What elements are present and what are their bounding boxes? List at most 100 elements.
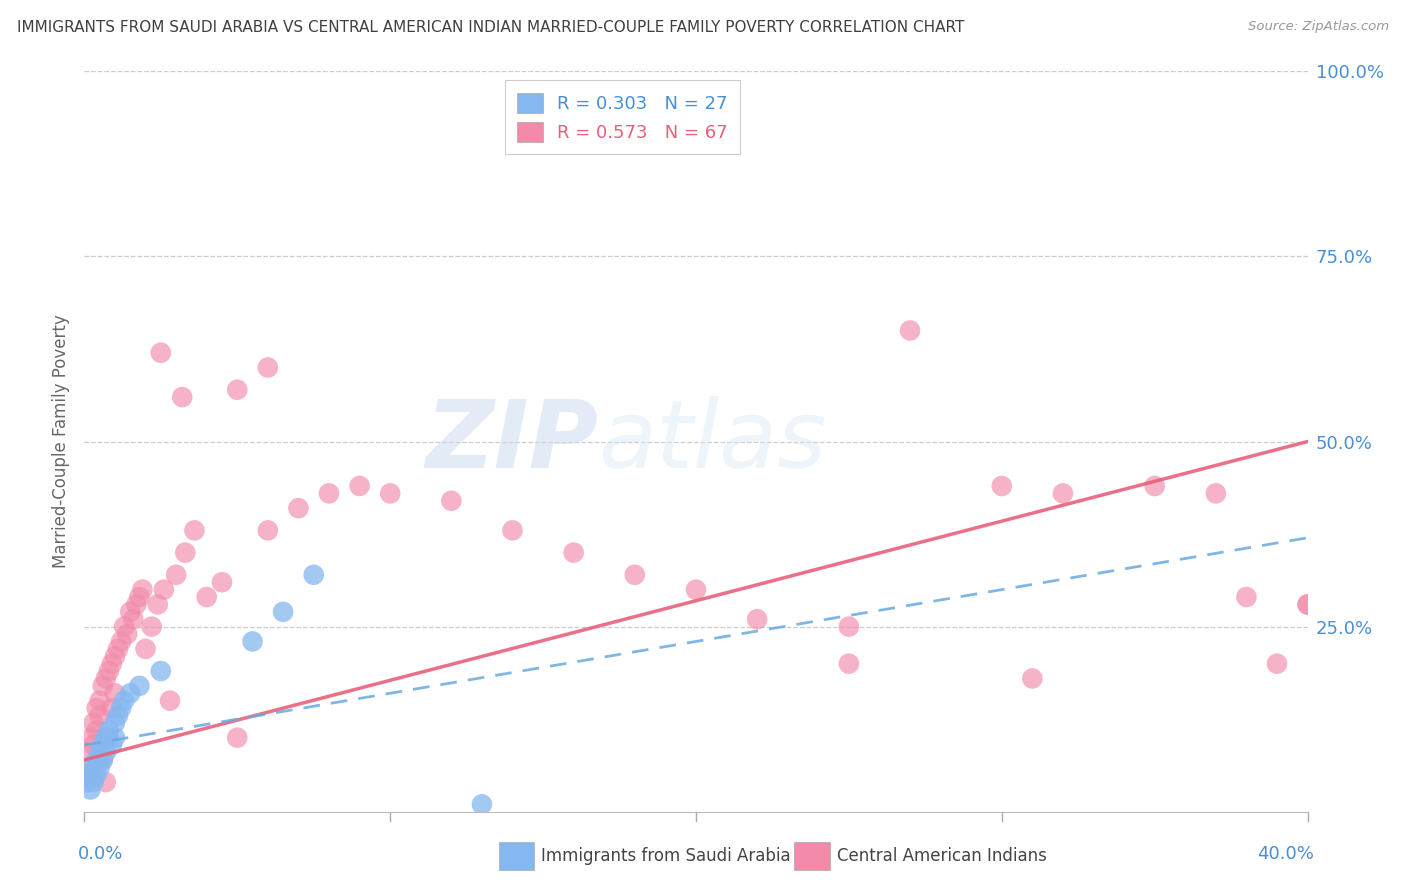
Point — [89, 760, 111, 774]
Point — [112, 619, 135, 633]
Point — [211, 575, 233, 590]
Point — [1205, 486, 1227, 500]
Point — [76, 767, 98, 781]
Legend: R = 0.303   N = 27, R = 0.573   N = 67: R = 0.303 N = 27, R = 0.573 N = 67 — [505, 80, 741, 154]
Point — [183, 524, 205, 538]
Point — [226, 731, 249, 745]
Point — [115, 627, 138, 641]
Point — [380, 486, 402, 500]
Point — [86, 767, 108, 781]
Text: Central American Indians: Central American Indians — [837, 847, 1046, 864]
Point — [195, 590, 218, 604]
Point — [302, 567, 325, 582]
Text: 0.0%: 0.0% — [79, 845, 124, 863]
Point — [1265, 657, 1288, 671]
Point — [502, 524, 524, 538]
Point — [83, 775, 105, 789]
Point — [838, 619, 860, 633]
Point — [91, 679, 114, 693]
Point — [79, 760, 101, 774]
Point — [1296, 598, 1319, 612]
Point — [1236, 590, 1258, 604]
Point — [104, 649, 127, 664]
Point — [110, 701, 132, 715]
Point — [1052, 486, 1074, 500]
Point — [79, 767, 101, 781]
Text: 40.0%: 40.0% — [1257, 845, 1313, 863]
Point — [122, 612, 145, 626]
Point — [149, 664, 172, 678]
Y-axis label: Married-Couple Family Poverty: Married-Couple Family Poverty — [52, 315, 70, 568]
Point — [685, 582, 707, 597]
Point — [107, 708, 129, 723]
Point — [562, 546, 585, 560]
Point — [165, 567, 187, 582]
Point — [153, 582, 176, 597]
Text: atlas: atlas — [598, 396, 827, 487]
Point — [94, 775, 117, 789]
Point — [110, 634, 132, 648]
Point — [94, 672, 117, 686]
Point — [287, 501, 309, 516]
Point — [91, 738, 114, 752]
Point — [83, 760, 105, 774]
Point — [747, 612, 769, 626]
Point — [101, 738, 124, 752]
Point — [141, 619, 163, 633]
Text: ZIP: ZIP — [425, 395, 598, 488]
Point — [174, 546, 197, 560]
Point — [91, 753, 114, 767]
Point — [624, 567, 647, 582]
Point — [128, 590, 150, 604]
Point — [257, 360, 280, 375]
Point — [172, 390, 194, 404]
Point — [440, 493, 463, 508]
Point — [125, 598, 148, 612]
Point — [91, 753, 114, 767]
Point — [89, 746, 111, 760]
Point — [76, 775, 98, 789]
Point — [120, 605, 142, 619]
Point — [86, 701, 108, 715]
Point — [101, 657, 124, 671]
Point — [97, 664, 120, 678]
Text: Immigrants from Saudi Arabia: Immigrants from Saudi Arabia — [541, 847, 792, 864]
Point — [1296, 598, 1319, 612]
Point — [76, 746, 98, 760]
Point — [79, 731, 101, 745]
Point — [83, 715, 105, 730]
Point — [89, 694, 111, 708]
Point — [104, 715, 127, 730]
Point — [135, 641, 157, 656]
Point — [86, 723, 108, 738]
Point — [149, 345, 172, 359]
Point — [146, 598, 169, 612]
Point — [159, 694, 181, 708]
Point — [104, 686, 127, 700]
Point — [97, 731, 120, 745]
Point — [104, 731, 127, 745]
Text: Source: ZipAtlas.com: Source: ZipAtlas.com — [1249, 20, 1389, 33]
Point — [991, 479, 1014, 493]
Point — [86, 753, 108, 767]
Point — [79, 782, 101, 797]
Point — [97, 723, 120, 738]
Point — [89, 708, 111, 723]
Point — [838, 657, 860, 671]
Point — [257, 524, 280, 538]
Point — [242, 634, 264, 648]
Point — [120, 686, 142, 700]
Point — [349, 479, 371, 493]
Point — [94, 746, 117, 760]
FancyBboxPatch shape — [499, 842, 534, 871]
Point — [471, 797, 494, 812]
Text: IMMIGRANTS FROM SAUDI ARABIA VS CENTRAL AMERICAN INDIAN MARRIED-COUPLE FAMILY PO: IMMIGRANTS FROM SAUDI ARABIA VS CENTRAL … — [17, 20, 965, 35]
Point — [94, 731, 117, 745]
FancyBboxPatch shape — [794, 842, 830, 871]
Point — [318, 486, 340, 500]
Point — [128, 679, 150, 693]
Point — [1021, 672, 1043, 686]
Point — [101, 701, 124, 715]
Point — [226, 383, 249, 397]
Point — [107, 641, 129, 656]
